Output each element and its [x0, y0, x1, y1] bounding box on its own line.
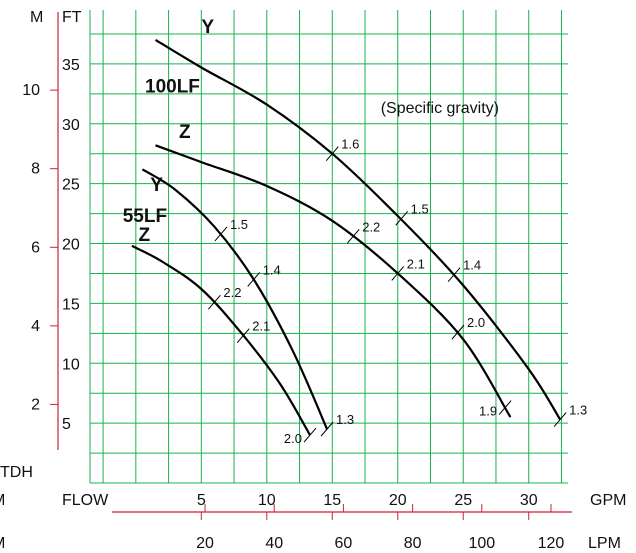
- gpm-tick-label: 10: [258, 492, 276, 509]
- gravity-tick: [247, 272, 261, 287]
- curve-100lf-y: [154, 38, 562, 421]
- gravity-value: 1.5: [411, 201, 429, 216]
- curve-label: Y: [201, 17, 214, 38]
- gpm-tick-label: 25: [454, 492, 472, 509]
- gravity-value: 1.4: [263, 262, 281, 277]
- gravity-tick: [553, 412, 567, 427]
- feet-tick-label: 35: [62, 57, 80, 74]
- gravity-value: 1.3: [336, 412, 354, 427]
- curve-label: 55LF: [123, 206, 167, 227]
- meter-tick-label: 4: [31, 318, 40, 335]
- feet-tick-label: 5: [62, 416, 71, 433]
- gravity-value: 2.1: [252, 319, 270, 334]
- feet-tick-label: 20: [62, 237, 80, 254]
- lpm-tick-label: 20: [196, 535, 214, 552]
- gravity-value: 2.1: [407, 256, 425, 271]
- curve-label: Z: [138, 225, 150, 246]
- flow-label: FLOW: [62, 492, 109, 509]
- gravity-value: 2.2: [362, 219, 380, 234]
- lpm-tick-label: 80: [404, 535, 422, 552]
- curve-label: Z: [179, 122, 191, 143]
- curves: [131, 38, 562, 436]
- gravity-tick: [395, 211, 409, 226]
- lpm-tick-label: 100: [468, 535, 495, 552]
- grid: [89, 10, 568, 484]
- gpm-tick-label: 30: [520, 492, 538, 509]
- feet-tick-label: 15: [62, 296, 80, 313]
- meter-tick-label: 2: [31, 396, 40, 413]
- gravity-marks: 1.6 1.5 1.4 1.3 2.2 2.1 2.0 1.9 1.5 1.4 1.3 2.2 2.1 2…: [208, 137, 587, 446]
- lpm-axis-unit: LPM: [588, 535, 621, 552]
- lpm-row-left-label: M: [0, 535, 5, 552]
- gravity-tick: [320, 421, 334, 437]
- gravity-tick: [236, 328, 250, 344]
- meter-tick-label: 10: [22, 82, 40, 99]
- gravity-value: 1.5: [230, 217, 248, 232]
- feet-tick-label: 30: [62, 117, 80, 134]
- meter-axis-unit: M: [30, 9, 43, 26]
- gravity-value: 1.9: [479, 404, 497, 419]
- lpm-tick-label: 60: [335, 535, 353, 552]
- curve-label: 100LF: [145, 77, 200, 98]
- gravity-tick: [498, 400, 512, 415]
- feet-tick-label: 25: [62, 177, 80, 194]
- head-axis-label: TDH: [0, 464, 33, 481]
- gpm-tick-label: 5: [197, 492, 206, 509]
- gravity-tick: [208, 294, 221, 310]
- gravity-value: 2.2: [223, 285, 241, 300]
- gravity-tick: [303, 427, 317, 443]
- gravity-tick: [325, 146, 339, 162]
- gravity-value: 2.0: [284, 431, 302, 446]
- gravity-tick: [447, 267, 461, 282]
- lpm-tick-label: 40: [265, 535, 283, 552]
- gpm-tick-label: 15: [323, 492, 341, 509]
- curve-55lf-y: [141, 168, 329, 430]
- gravity-tick: [391, 266, 405, 281]
- axes: M FT TDH 2 4 6 8 10 5 10 15 20 25 30 35 M FLOW GPM 5 10 15 20…: [0, 9, 626, 552]
- gravity-value: 1.3: [569, 403, 587, 418]
- gravity-tick: [451, 324, 465, 340]
- curve-55lf-z: [131, 244, 311, 436]
- meter-tick-label: 6: [31, 239, 40, 256]
- meter-tick-label: 8: [31, 161, 40, 178]
- gpm-tick-label: 20: [389, 492, 407, 509]
- feet-tick-label: 10: [62, 356, 80, 373]
- gpm-row-left-label: M: [0, 492, 5, 509]
- gravity-tick: [346, 228, 360, 244]
- gravity-value: 2.0: [467, 315, 485, 330]
- gravity-value: 1.4: [463, 258, 481, 273]
- curve-label: Y: [150, 175, 163, 196]
- gravity-value: 1.6: [341, 137, 359, 152]
- lpm-tick-label: 120: [538, 535, 565, 552]
- gravity-tick: [214, 226, 228, 242]
- specific-gravity-note: (Specific gravity): [381, 100, 499, 117]
- curve-100lf-z: [155, 144, 512, 418]
- feet-axis-unit: FT: [62, 9, 82, 26]
- gpm-axis-unit: GPM: [590, 492, 626, 509]
